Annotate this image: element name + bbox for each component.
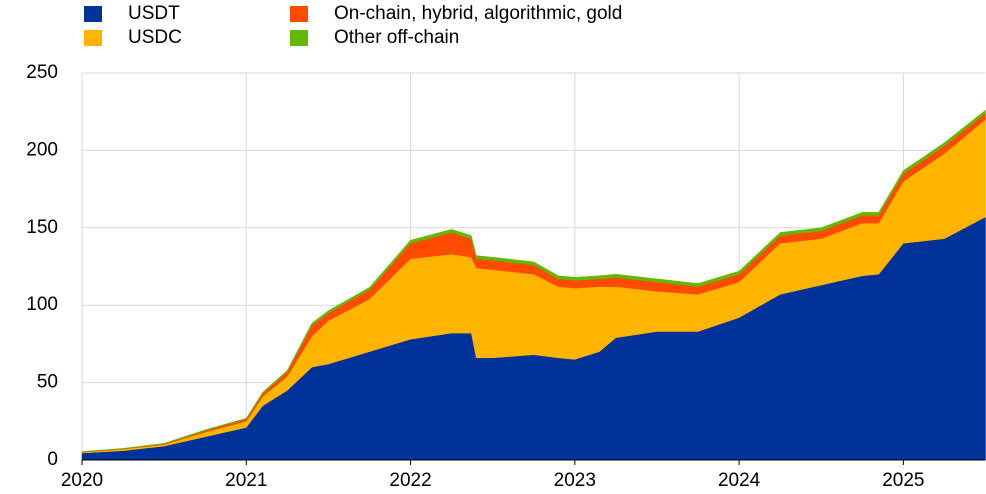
x-tick-label: 2021 (225, 470, 267, 491)
x-tick-label: 2023 (554, 470, 596, 491)
legend-label: On-chain, hybrid, algorithmic, gold (334, 3, 622, 24)
legend-label: USDT (128, 3, 180, 24)
legend-swatch (84, 6, 102, 22)
x-tick-label: 2024 (718, 470, 761, 491)
y-tick-label: 150 (26, 217, 58, 238)
x-tick-label: 2022 (389, 470, 431, 491)
legend-label: Other off-chain (334, 27, 459, 48)
y-tick-label: 0 (47, 449, 58, 470)
y-tick-label: 100 (26, 294, 58, 315)
legend-swatch (84, 30, 102, 46)
y-tick-label: 250 (26, 62, 58, 83)
legend-swatch (290, 6, 308, 22)
legend-label: USDC (128, 27, 182, 48)
legend-swatch (290, 30, 308, 46)
y-tick-label: 50 (37, 372, 58, 393)
x-tick-label: 2025 (882, 470, 924, 491)
y-tick-label: 200 (26, 139, 58, 160)
x-tick-label: 2020 (61, 470, 103, 491)
